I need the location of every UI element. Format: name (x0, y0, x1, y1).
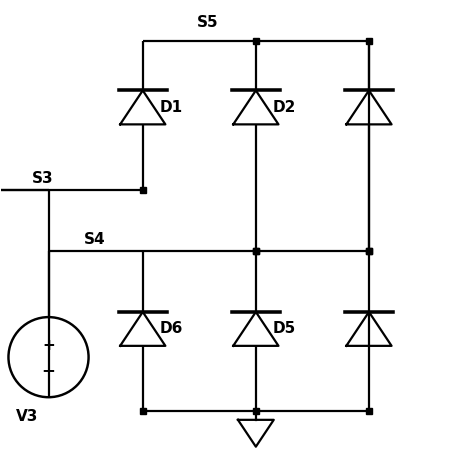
Text: V3: V3 (16, 409, 38, 424)
Text: D6: D6 (159, 321, 182, 337)
Text: D5: D5 (273, 321, 296, 337)
Text: S4: S4 (84, 232, 106, 247)
Text: S5: S5 (197, 15, 219, 30)
Text: S3: S3 (32, 171, 54, 186)
Text: +: + (42, 338, 55, 353)
Text: D1: D1 (159, 100, 182, 115)
Text: −: − (42, 361, 55, 379)
Text: D2: D2 (273, 100, 296, 115)
